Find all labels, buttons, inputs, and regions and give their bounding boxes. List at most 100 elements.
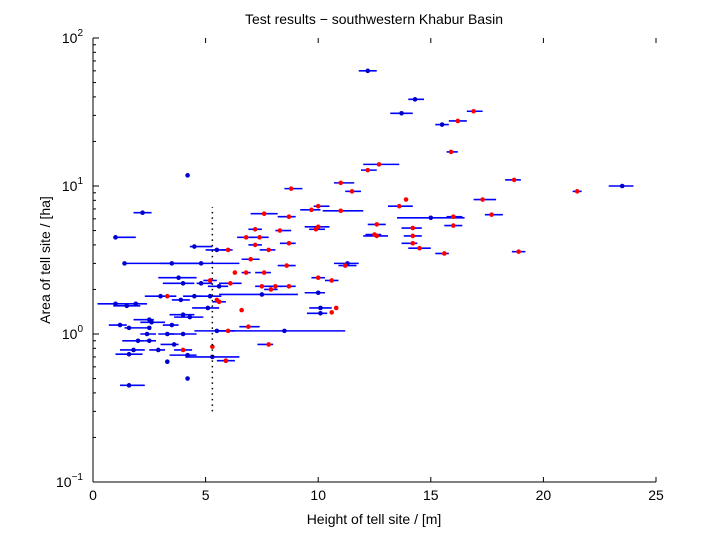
red-data-point — [342, 263, 348, 268]
blue-data-point — [187, 314, 193, 320]
red-data-point — [259, 284, 265, 289]
red-data-point — [225, 247, 231, 253]
red-data-point — [288, 186, 294, 191]
red-data-point — [574, 189, 580, 194]
point-layer — [113, 68, 625, 388]
blue-data-point — [122, 261, 127, 266]
red-data-point — [451, 223, 456, 228]
x-tick-label: 5 — [202, 487, 210, 503]
blue-data-point — [185, 352, 190, 358]
chart-title: Test results − southwestern Khabur Basin — [245, 11, 503, 27]
red-data-point — [273, 284, 278, 289]
blue-data-point — [171, 342, 177, 347]
blue-data-point — [214, 328, 220, 334]
blue-data-point — [169, 261, 175, 266]
blue-data-point — [113, 235, 118, 240]
y-axis-label: Area of tell site / [ha] — [37, 196, 53, 324]
blue-data-point — [124, 303, 130, 309]
y-tick-label: 100 — [62, 324, 84, 342]
blue-data-point — [216, 284, 222, 289]
blue-data-point — [192, 244, 197, 249]
red-data-point — [268, 287, 274, 292]
red-data-point — [243, 270, 249, 275]
red-data-point — [315, 203, 321, 209]
red-data-point — [180, 347, 186, 353]
blue-data-point — [131, 347, 136, 353]
blue-data-point — [180, 331, 186, 337]
blue-data-point — [619, 183, 625, 189]
blue-data-point — [126, 351, 132, 357]
blue-data-point — [144, 331, 150, 337]
red-data-point — [410, 241, 416, 246]
blue-data-point — [185, 173, 190, 178]
y-tick-label: 101 — [62, 176, 84, 194]
red-data-point — [261, 270, 267, 275]
blue-data-point — [178, 297, 184, 303]
blue-data-point — [318, 310, 323, 316]
red-data-point — [489, 212, 494, 217]
red-data-point — [455, 118, 461, 124]
red-data-point — [442, 251, 447, 256]
blue-data-point — [133, 301, 139, 307]
red-data-point — [252, 226, 258, 232]
blue-data-point — [439, 122, 445, 127]
red-data-point — [511, 177, 517, 183]
blue-data-point — [180, 281, 186, 286]
red-data-point — [396, 203, 402, 209]
blue-data-point — [147, 338, 152, 344]
red-data-point — [313, 226, 319, 232]
red-data-point — [216, 299, 222, 305]
red-data-point — [329, 278, 335, 283]
red-data-point — [333, 305, 339, 311]
red-data-point — [417, 245, 422, 251]
red-data-point — [315, 275, 321, 281]
blue-data-point — [318, 305, 323, 311]
red-data-point — [374, 222, 380, 227]
blue-data-point — [165, 331, 170, 337]
x-tick-label: 20 — [536, 487, 552, 503]
red-data-point — [376, 162, 382, 167]
blue-data-point — [210, 354, 215, 360]
red-data-point — [286, 241, 292, 246]
red-data-point — [480, 197, 485, 202]
red-data-point — [448, 149, 454, 155]
blue-data-point — [192, 293, 197, 299]
red-data-point — [223, 358, 229, 364]
red-data-point — [261, 211, 267, 216]
blue-data-point — [126, 383, 132, 388]
blue-data-point — [147, 325, 152, 331]
red-data-point — [248, 256, 253, 262]
red-data-point — [372, 232, 377, 237]
blue-data-point — [198, 261, 204, 266]
red-data-point — [338, 180, 344, 186]
red-data-point — [516, 249, 521, 254]
red-data-point — [225, 328, 231, 334]
plot-area — [92, 38, 656, 483]
blue-data-point — [180, 312, 186, 318]
blue-data-point — [176, 275, 181, 281]
red-data-point — [329, 310, 335, 315]
blue-data-point — [207, 293, 213, 299]
red-data-point — [232, 270, 238, 275]
red-data-point — [243, 235, 249, 240]
blue-data-point — [135, 338, 141, 344]
blue-data-point — [198, 281, 204, 286]
red-data-point — [257, 235, 262, 240]
red-data-point — [277, 228, 283, 233]
red-data-point — [228, 281, 233, 286]
blue-data-point — [214, 247, 220, 253]
red-data-point — [309, 207, 314, 213]
x-tick-label: 0 — [89, 487, 97, 503]
red-data-point — [365, 167, 371, 173]
red-data-point — [410, 225, 416, 231]
red-data-point — [410, 233, 416, 239]
red-data-point — [239, 307, 244, 313]
plot-background — [93, 38, 656, 482]
red-data-point — [284, 263, 289, 268]
blue-data-point — [205, 305, 211, 311]
red-data-point — [471, 108, 476, 114]
x-tick-label: 25 — [648, 487, 664, 503]
blue-data-point — [282, 328, 287, 334]
red-data-point — [338, 208, 344, 214]
